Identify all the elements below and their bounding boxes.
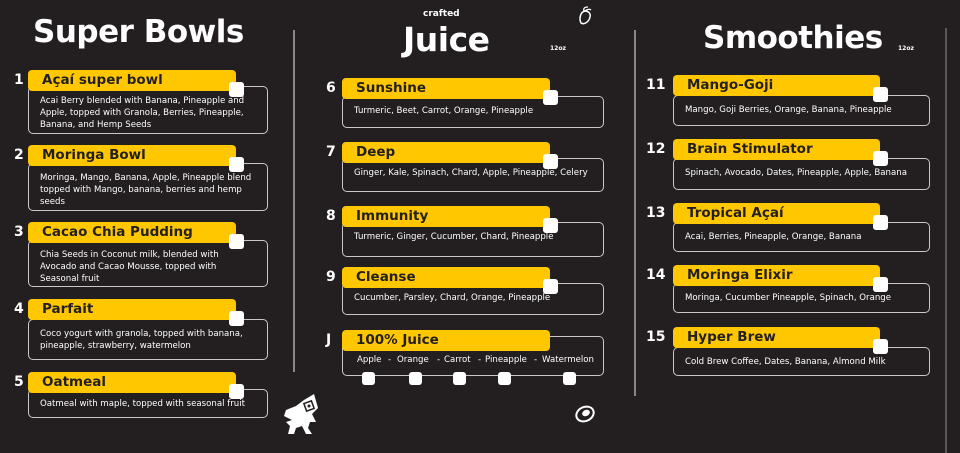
menu-item-number: 4 (14, 301, 24, 317)
menu-item-number: 6 (326, 80, 336, 96)
menu-item-description: Moringa, Cucumber Pineapple, Spinach, Or… (685, 293, 892, 303)
menu-item-name: Oatmeal (28, 372, 236, 393)
menu-item-description: Ginger, Kale, Spinach, Chard, Apple, Pin… (354, 168, 588, 178)
smoothies-size: 12oz (898, 45, 914, 52)
select-checkbox[interactable] (543, 90, 558, 105)
select-checkbox[interactable] (229, 311, 244, 326)
menu-item-description: Cucumber, Parsley, Chard, Orange, Pineap… (354, 293, 551, 303)
menu-item-name: Açaí super bowl (28, 70, 236, 91)
frame-edge (945, 28, 947, 453)
menu-item-name: Cleanse (342, 267, 550, 288)
column-divider (634, 30, 636, 396)
menu-item-name: Hyper Brew (673, 327, 880, 348)
menu-item-number: 5 (14, 374, 24, 390)
juice-option-checkbox[interactable] (362, 372, 375, 385)
menu-item-name: 100% Juice (342, 330, 550, 351)
select-checkbox[interactable] (229, 82, 244, 97)
juice-option-label: Pineapple (485, 355, 527, 365)
menu-item-number: 15 (646, 329, 666, 345)
menu-item-number: 1 (14, 72, 24, 88)
menu-item-description: Spinach, Avocado, Dates, Pineapple, Appl… (685, 168, 907, 178)
select-checkbox[interactable] (543, 154, 558, 169)
menu-item-description: Oatmeal with maple, topped with seasonal… (40, 399, 245, 409)
mango-icon (579, 6, 592, 25)
separator: - (534, 355, 538, 365)
select-checkbox[interactable] (873, 215, 888, 230)
select-checkbox[interactable] (229, 384, 244, 399)
menu-item-name: Tropical Açaí (673, 203, 880, 224)
column-divider (293, 30, 295, 372)
menu-item-number: 3 (14, 224, 24, 240)
menu-item-name: Sunshine (342, 78, 550, 99)
menu-item-description: Turmeric, Ginger, Cucumber, Chard, Pinea… (354, 232, 554, 242)
menu-item-name: Deep (342, 142, 550, 163)
select-checkbox[interactable] (543, 279, 558, 294)
juice-option-label: Orange (397, 355, 429, 365)
juice-title: Juice (403, 20, 490, 59)
menu-item-description: Coco yogurt with granola, topped with ba… (40, 329, 243, 351)
juice-option-label: Carrot (444, 355, 471, 365)
select-checkbox[interactable] (873, 277, 888, 292)
menu-item-number: 14 (646, 267, 666, 283)
select-checkbox[interactable] (229, 234, 244, 249)
select-checkbox[interactable] (543, 218, 558, 233)
menu-item-name: Brain Stimulator (673, 139, 880, 160)
menu-item-number: 12 (646, 141, 666, 157)
separator: - (388, 355, 392, 365)
menu-item-name: Moringa Elixir (673, 265, 880, 286)
juice-option-checkbox[interactable] (409, 372, 422, 385)
menu-item-description: Turmeric, Beet, Carrot, Orange, Pineappl… (354, 106, 534, 116)
select-checkbox[interactable] (873, 151, 888, 166)
menu-item-name: Moringa Bowl (28, 145, 236, 166)
juice-option-label: Apple (357, 355, 382, 365)
separator: - (437, 355, 441, 365)
juice-option-checkbox[interactable] (563, 372, 576, 385)
menu-item-number: 7 (326, 144, 336, 160)
select-checkbox[interactable] (229, 157, 244, 172)
menu-item-name: Immunity (342, 206, 550, 227)
menu-item-number: 13 (646, 205, 666, 221)
menu-item-description: Mango, Goji Berries, Orange, Banana, Pin… (685, 105, 892, 115)
menu-item-description: Moringa, Mango, Banana, Apple, Pineapple… (40, 173, 252, 207)
menu-item-number: J (326, 332, 332, 348)
menu-item-description: Cold Brew Coffee, Dates, Banana, Almond … (685, 357, 886, 367)
menu-item-description: Acai Berry blended with Banana, Pineappl… (40, 96, 245, 130)
juice-option-checkbox[interactable] (453, 372, 466, 385)
menu-item-number: 8 (326, 208, 336, 224)
menu-item-number: 2 (14, 147, 24, 163)
menu-item-name: Parfait (28, 299, 236, 320)
smoothies-title: Smoothies (703, 20, 883, 56)
bowls-title: Super Bowls (33, 14, 244, 50)
menu-item-number: 9 (326, 269, 336, 285)
juice-size: 12oz (550, 45, 566, 52)
menu-item-description: Acai, Berries, Pineapple, Orange, Banana (685, 232, 862, 242)
select-checkbox[interactable] (873, 87, 888, 102)
menu-item-number: 11 (646, 77, 666, 93)
mascot-logo (284, 394, 318, 434)
menu-item-name: Mango-Goji (673, 75, 880, 96)
avocado-icon (575, 405, 595, 423)
juice-kicker: crafted (423, 9, 460, 19)
select-checkbox[interactable] (873, 339, 888, 354)
juice-option-checkbox[interactable] (498, 372, 511, 385)
juice-option-label: Watermelon (542, 355, 595, 365)
separator: - (478, 355, 482, 365)
menu-item-description: Chia Seeds in Coconut milk, blended with… (40, 250, 219, 284)
menu-item-name: Cacao Chia Pudding (28, 222, 236, 243)
